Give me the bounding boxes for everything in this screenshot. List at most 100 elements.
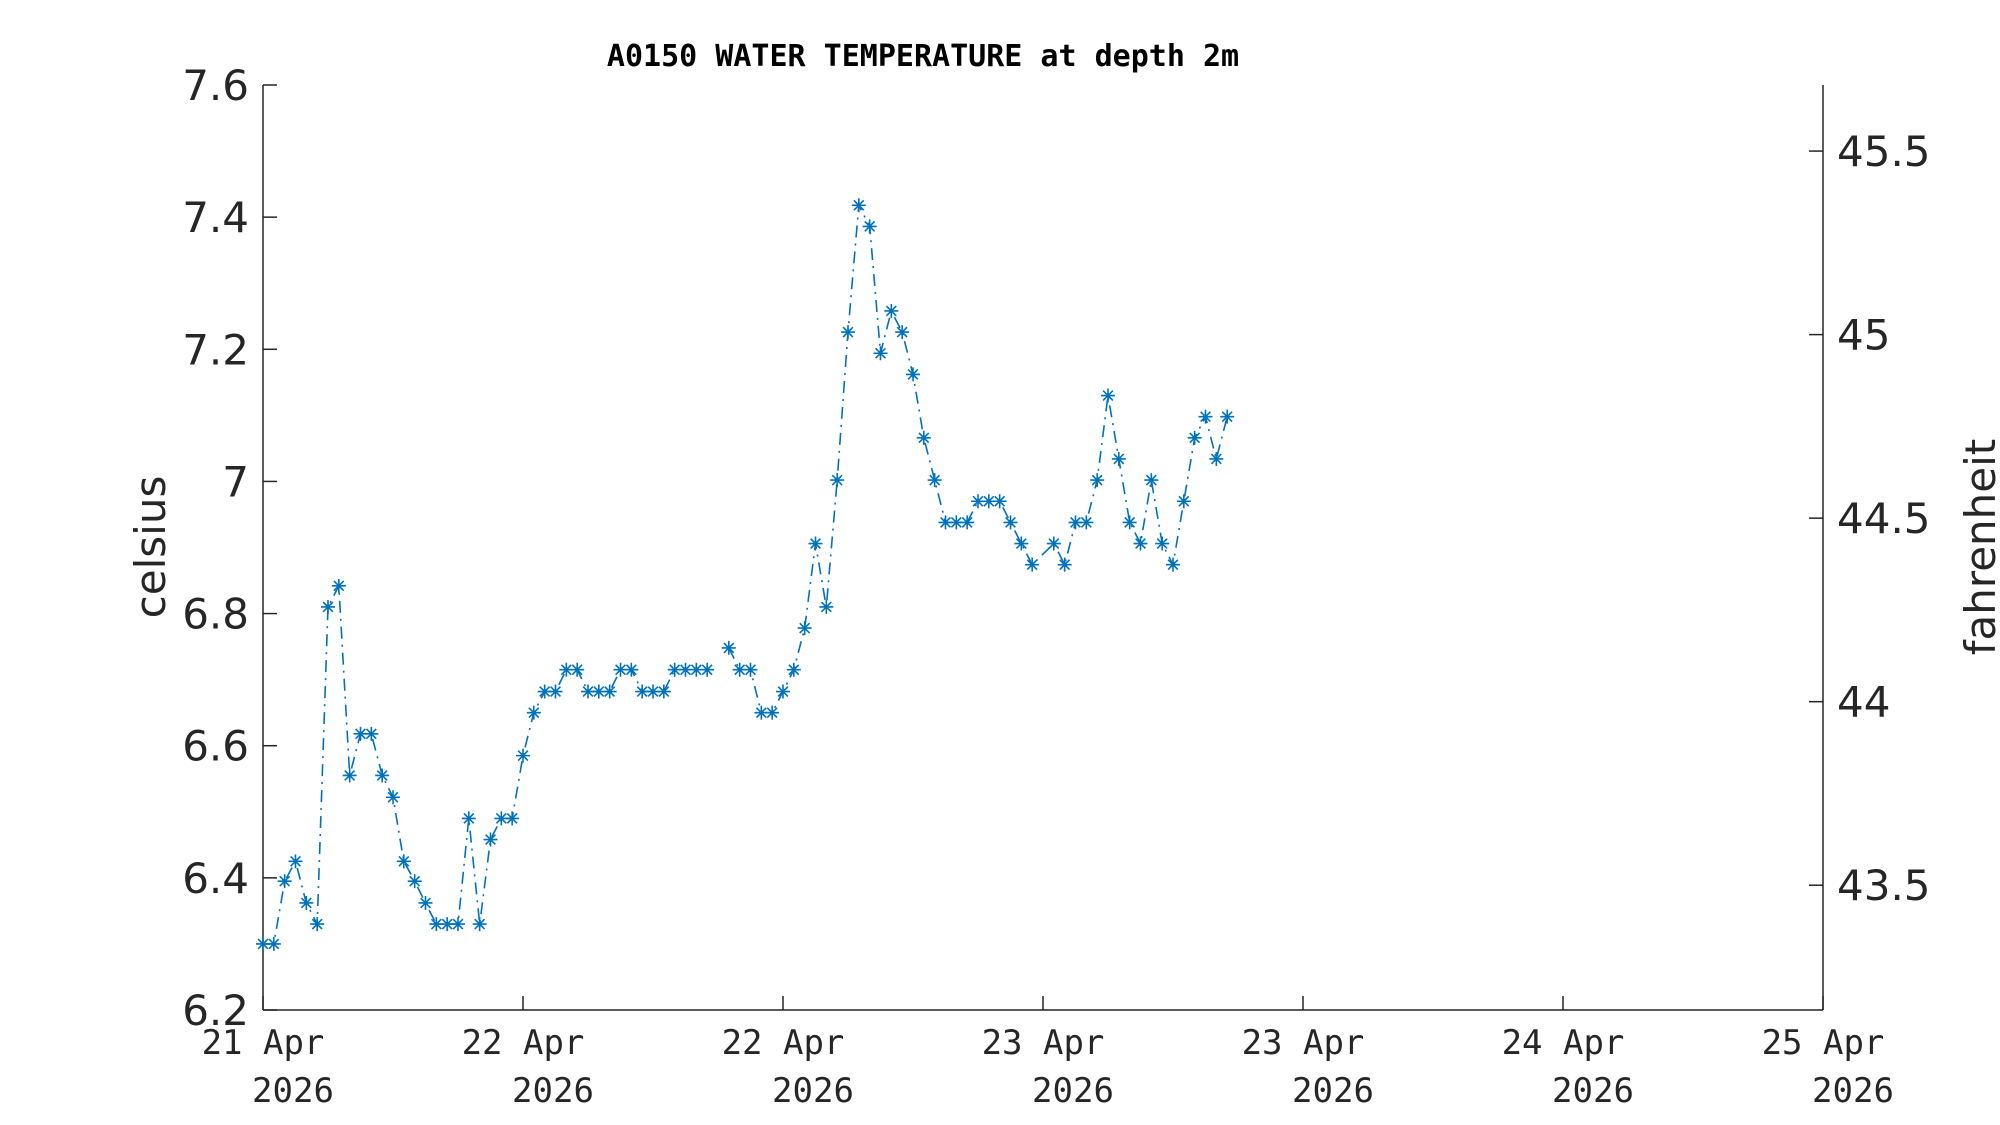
- data-point: [786, 662, 801, 677]
- y2-tick-label: 44.5: [1837, 494, 1931, 543]
- data-point: [873, 346, 888, 361]
- data-point: [732, 662, 747, 677]
- data-point: [656, 684, 671, 699]
- data-point: [1101, 388, 1115, 403]
- data-point: [1046, 536, 1061, 551]
- x-tick-day: 25 Apr: [1762, 1023, 1885, 1063]
- data-point: [1122, 515, 1137, 530]
- data-point: [266, 936, 281, 951]
- x-tick-year: 2026: [252, 1071, 334, 1111]
- data-point: [1187, 430, 1202, 445]
- data-point: [451, 917, 465, 932]
- y-tick-label: 6.4: [182, 854, 249, 903]
- data-point: [483, 832, 498, 847]
- data-point: [678, 662, 693, 677]
- data-point: [830, 473, 845, 488]
- data-point: [1057, 557, 1072, 572]
- data-point: [721, 640, 736, 655]
- data-point: [1176, 494, 1191, 509]
- x-tick-year: 2026: [1812, 1071, 1894, 1111]
- x-tick-year: 2026: [1292, 1071, 1374, 1111]
- right-y-axis-label: fahrenheit: [1956, 439, 2000, 656]
- y-tick-label: 6.2: [182, 986, 249, 1035]
- data-point: [960, 515, 975, 530]
- data-point: [819, 599, 834, 614]
- data-point: [765, 705, 780, 720]
- data-point: [841, 325, 855, 340]
- data-point: [581, 684, 595, 699]
- x-tick-day: 22 Apr: [462, 1023, 585, 1063]
- x-tick-year: 2026: [512, 1071, 594, 1111]
- data-point: [981, 494, 996, 509]
- data-point: [1166, 557, 1180, 572]
- y2-tick-label: 45.5: [1837, 127, 1931, 176]
- data-point: [472, 917, 487, 932]
- data-point: [1220, 409, 1235, 424]
- x-tick-day: 21 Apr: [202, 1023, 325, 1063]
- x-tick-day: 23 Apr: [982, 1023, 1105, 1063]
- data-point: [1079, 515, 1094, 530]
- left-y-ticks: 6.2 6.4 6.6 6.8 7 7.2 7.4 7.6: [182, 61, 277, 1035]
- data-point: [667, 662, 682, 677]
- data-point: [797, 621, 812, 636]
- y2-tick-label: 45: [1837, 311, 1890, 360]
- data-point: [635, 684, 650, 699]
- data-point: [407, 874, 422, 889]
- data-point: [808, 536, 823, 551]
- data-point: [1003, 515, 1018, 530]
- x-tick-year: 2026: [1552, 1071, 1634, 1111]
- data-point: [494, 811, 509, 826]
- data-point: [754, 705, 769, 720]
- series-line: [263, 582, 708, 945]
- data-point: [992, 494, 1007, 509]
- data-point: [1068, 515, 1083, 530]
- data-point: [342, 768, 357, 783]
- x-tick-day: 22 Apr: [722, 1023, 845, 1063]
- data-point: [396, 854, 411, 869]
- series-group: [256, 198, 1235, 951]
- data-point: [570, 662, 585, 677]
- right-y-ticks: 43.5 44 44.5 45 45.5: [1809, 127, 1931, 910]
- data-point: [321, 599, 335, 614]
- data-point: [1133, 536, 1148, 551]
- data-point: [548, 684, 563, 699]
- y2-tick-label: 43.5: [1837, 861, 1931, 910]
- data-point: [884, 303, 899, 318]
- x-tick-day: 23 Apr: [1242, 1023, 1365, 1063]
- y-tick-label: 7.2: [182, 325, 249, 374]
- data-point: [1111, 451, 1126, 466]
- y-axis-label: celsius: [126, 476, 175, 619]
- data-point: [602, 684, 617, 699]
- data-point: [537, 684, 552, 699]
- data-point: [1198, 409, 1213, 424]
- data-point: [310, 917, 325, 932]
- data-point: [1014, 536, 1029, 551]
- chart-title: A0150 WATER TEMPERATURE at depth 2m: [607, 39, 1239, 74]
- data-point: [700, 662, 715, 677]
- data-point: [1155, 536, 1170, 551]
- data-point: [516, 748, 530, 763]
- y2-tick-label: 44: [1837, 678, 1890, 727]
- data-point: [505, 811, 520, 826]
- x-tick-year: 2026: [1032, 1071, 1114, 1111]
- data-point: [375, 768, 390, 783]
- data-point: [429, 917, 444, 932]
- data-point: [624, 662, 639, 677]
- data-point: [646, 684, 660, 699]
- data-point: [1090, 473, 1105, 488]
- data-point: [613, 662, 628, 677]
- data-point: [386, 790, 400, 805]
- y-tick-label: 6.8: [182, 590, 249, 639]
- data-point: [862, 219, 877, 234]
- data-point: [938, 515, 953, 530]
- y-tick-label: 7.4: [182, 193, 249, 242]
- data-point: [916, 430, 931, 445]
- data-point: [906, 367, 920, 382]
- x-ticks: 21 Apr 2026 22 Apr 2026 22 Apr 2026 23 Apr 2026…: [202, 996, 1894, 1111]
- data-point: [927, 473, 942, 488]
- data-point: [1209, 451, 1224, 466]
- data-point: [591, 684, 606, 699]
- data-point: [1025, 557, 1040, 572]
- y-tick-label: 7: [222, 457, 249, 506]
- data-point: [288, 854, 303, 869]
